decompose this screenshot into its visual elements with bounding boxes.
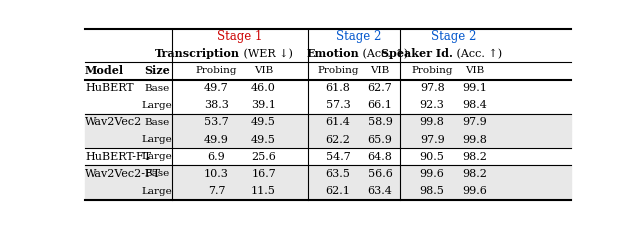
Text: Base: Base (144, 169, 170, 179)
Text: Speaker Id.: Speaker Id. (381, 48, 453, 59)
Text: 58.9: 58.9 (367, 117, 392, 128)
Text: VIB: VIB (254, 66, 273, 76)
Text: 90.5: 90.5 (420, 152, 445, 162)
Text: 16.7: 16.7 (251, 169, 276, 179)
Text: 10.3: 10.3 (204, 169, 229, 179)
Text: Large: Large (141, 135, 172, 144)
Text: (Acc. ↑): (Acc. ↑) (453, 49, 502, 59)
Text: Base: Base (144, 84, 170, 93)
Text: VIB: VIB (465, 66, 484, 76)
Text: Probing: Probing (196, 66, 237, 76)
Bar (85, 148, 571, 165)
Text: 57.3: 57.3 (326, 100, 350, 110)
Text: 62.2: 62.2 (326, 135, 350, 145)
Text: Transcription: Transcription (155, 48, 240, 59)
Text: Wav2Vec2-FT: Wav2Vec2-FT (85, 169, 161, 179)
Text: Probing: Probing (317, 66, 358, 76)
Text: 25.6: 25.6 (251, 152, 276, 162)
Text: 92.3: 92.3 (420, 100, 445, 110)
Text: 11.5: 11.5 (251, 186, 276, 196)
Text: Large: Large (141, 186, 172, 196)
Text: 6.9: 6.9 (207, 152, 225, 162)
Text: 62.7: 62.7 (368, 83, 392, 93)
Text: Probing: Probing (412, 66, 453, 76)
Text: 99.1: 99.1 (462, 83, 487, 93)
Text: 7.7: 7.7 (207, 186, 225, 196)
Text: HuBERT-FT: HuBERT-FT (85, 152, 151, 162)
Text: 99.6: 99.6 (420, 169, 445, 179)
Text: Stage 2: Stage 2 (431, 30, 476, 43)
Text: 97.9: 97.9 (420, 135, 445, 145)
Text: (Acc. ↑): (Acc. ↑) (359, 49, 408, 59)
Text: 63.4: 63.4 (367, 186, 392, 196)
Bar (85, 80, 571, 97)
Text: Size: Size (144, 66, 170, 77)
Text: Large: Large (141, 101, 172, 110)
Text: 97.8: 97.8 (420, 83, 445, 93)
Text: 98.4: 98.4 (462, 100, 487, 110)
Text: 61.8: 61.8 (326, 83, 350, 93)
Text: 98.2: 98.2 (462, 169, 487, 179)
Text: Emotion (Acc. ↑): Emotion (Acc. ↑) (311, 49, 407, 59)
Text: 66.1: 66.1 (367, 100, 392, 110)
Text: 46.0: 46.0 (251, 83, 276, 93)
Text: HuBERT: HuBERT (85, 83, 134, 93)
Text: 53.7: 53.7 (204, 117, 228, 128)
Bar (85, 183, 571, 200)
Text: Stage 2: Stage 2 (336, 30, 381, 43)
Text: 49.5: 49.5 (251, 117, 276, 128)
Text: 99.8: 99.8 (420, 117, 445, 128)
Bar (85, 165, 571, 183)
Text: 62.1: 62.1 (326, 186, 350, 196)
Bar (85, 114, 571, 131)
Text: Wav2Vec2: Wav2Vec2 (85, 117, 142, 128)
Text: 49.9: 49.9 (204, 135, 229, 145)
Text: 61.4: 61.4 (326, 117, 350, 128)
Text: Model: Model (85, 66, 124, 77)
Text: Transcription (WER ↓): Transcription (WER ↓) (175, 48, 305, 59)
Text: 99.6: 99.6 (462, 186, 487, 196)
Text: Speaker Id. (Acc. ↑): Speaker Id. (Acc. ↑) (396, 48, 510, 59)
Text: Stage 1: Stage 1 (217, 30, 262, 43)
Text: Emotion: Emotion (307, 48, 359, 59)
Text: 38.3: 38.3 (204, 100, 229, 110)
Text: 99.8: 99.8 (462, 135, 487, 145)
Text: 97.9: 97.9 (462, 117, 486, 128)
Text: 56.6: 56.6 (367, 169, 392, 179)
Bar (85, 131, 571, 148)
Text: 49.5: 49.5 (251, 135, 276, 145)
Text: VIB: VIB (371, 66, 390, 76)
Text: 39.1: 39.1 (251, 100, 276, 110)
Text: Large: Large (141, 152, 172, 161)
Bar (85, 97, 571, 114)
Text: 98.5: 98.5 (420, 186, 445, 196)
Text: Base: Base (144, 118, 170, 127)
Text: 49.7: 49.7 (204, 83, 228, 93)
Text: 64.8: 64.8 (367, 152, 392, 162)
Text: (WER ↓): (WER ↓) (240, 49, 293, 59)
Text: 98.2: 98.2 (462, 152, 487, 162)
Text: 63.5: 63.5 (326, 169, 350, 179)
Text: 54.7: 54.7 (326, 152, 350, 162)
Text: 65.9: 65.9 (367, 135, 392, 145)
